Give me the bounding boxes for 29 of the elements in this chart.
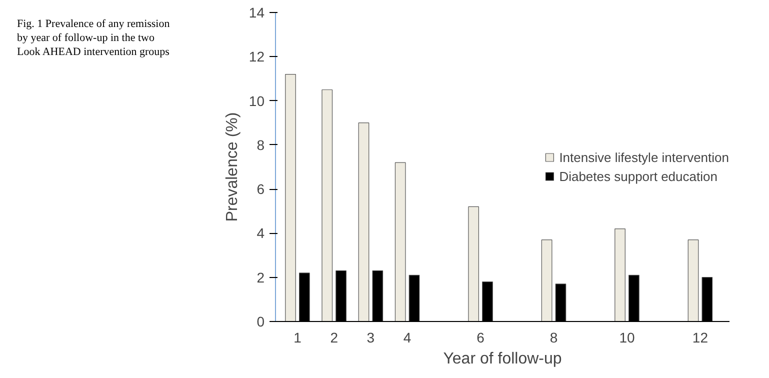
bar <box>358 122 370 322</box>
y-tick-label: 14 <box>248 4 265 20</box>
x-tick-label: 10 <box>619 330 635 346</box>
x-tick-label: 1 <box>294 330 302 346</box>
x-axis-title: Year of follow-up <box>443 350 562 368</box>
x-tick-label: 3 <box>366 330 375 346</box>
bar <box>394 162 406 322</box>
bar <box>614 228 626 322</box>
bar <box>541 240 552 322</box>
y-tick-label: 12 <box>248 48 265 65</box>
x-tick-label: 4 <box>403 330 412 346</box>
text: Fig. 1 Prevalence of any remission by year of follow-up in the two Look AHEAD intervention groups <box>17 17 171 59</box>
bar <box>688 240 699 322</box>
y-tick-label: 4 <box>256 225 265 242</box>
x-tick-label: 2 <box>330 330 338 346</box>
y-tick-label: 6 <box>256 181 265 198</box>
y-tick-label: 2 <box>256 269 265 286</box>
bar <box>322 89 333 322</box>
bar <box>468 206 479 322</box>
bar <box>285 74 296 322</box>
legend-label: Intensive lifestyle intervention <box>559 150 729 164</box>
legend-label: Diabetes support education <box>559 168 718 184</box>
x-tick-label: 8 <box>550 330 558 346</box>
y-tick-label: 10 <box>248 92 265 109</box>
y-axis-title: Prevalence (%) <box>224 112 241 222</box>
y-tick-label: 8 <box>256 136 265 153</box>
x-tick-label: 6 <box>476 330 485 346</box>
x-tick-label: 12 <box>692 330 708 346</box>
y-tick-label: 0 <box>256 314 265 330</box>
